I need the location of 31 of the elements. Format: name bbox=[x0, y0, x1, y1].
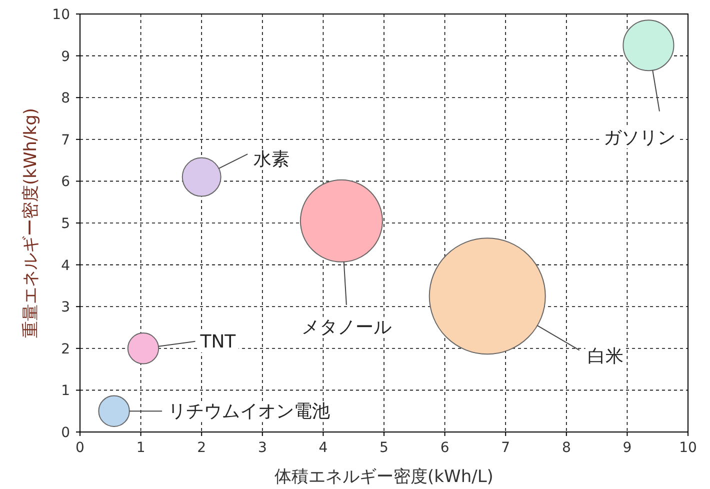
text: メタノール bbox=[301, 316, 392, 338]
series-label: 水素 bbox=[254, 149, 290, 170]
x-tick-label: 7 bbox=[501, 440, 510, 456]
y-tick-label: 8 bbox=[61, 90, 70, 107]
メタノール: メタノール bbox=[299, 179, 394, 338]
y-tick-label: 7 bbox=[61, 132, 70, 148]
x-tick-label: 6 bbox=[440, 440, 450, 456]
ガソリン: ガソリン bbox=[601, 20, 678, 148]
y-axis-title: 重量エネルギー密度(kWh/kg) bbox=[21, 108, 41, 338]
y-tick-label: 9 bbox=[61, 48, 70, 65]
y-tick-label: 1 bbox=[61, 383, 70, 400]
x-tick-label: 1 bbox=[136, 440, 146, 456]
リチウムイオン電池: リチウムイオン電池 bbox=[98, 395, 332, 427]
x-tick-label: 5 bbox=[380, 440, 388, 456]
y-tick-label: 5 bbox=[61, 216, 70, 232]
x-tick-label: 3 bbox=[258, 440, 267, 456]
x-tick-label: 8 bbox=[562, 440, 571, 456]
y-tick-label: 3 bbox=[61, 300, 70, 316]
白米: 白米 bbox=[428, 238, 626, 368]
x-tick-label: 10 bbox=[679, 440, 697, 456]
x-tick-label: 2 bbox=[197, 440, 206, 456]
水素: 水素 bbox=[182, 149, 292, 197]
x-tick-label: 9 bbox=[622, 440, 632, 456]
x-tick-label: 0 bbox=[76, 440, 84, 456]
y-tick-label: 0 bbox=[61, 425, 70, 441]
y-tick-label: 6 bbox=[61, 174, 70, 190]
y-tick-label: 2 bbox=[61, 341, 70, 358]
x-tick-label: 4 bbox=[318, 440, 328, 456]
x-axis-title: 体積エネルギー密度(kWh/L) bbox=[274, 467, 494, 487]
y-tick-label: 4 bbox=[61, 258, 70, 274]
y-tick-label: 10 bbox=[52, 7, 70, 23]
